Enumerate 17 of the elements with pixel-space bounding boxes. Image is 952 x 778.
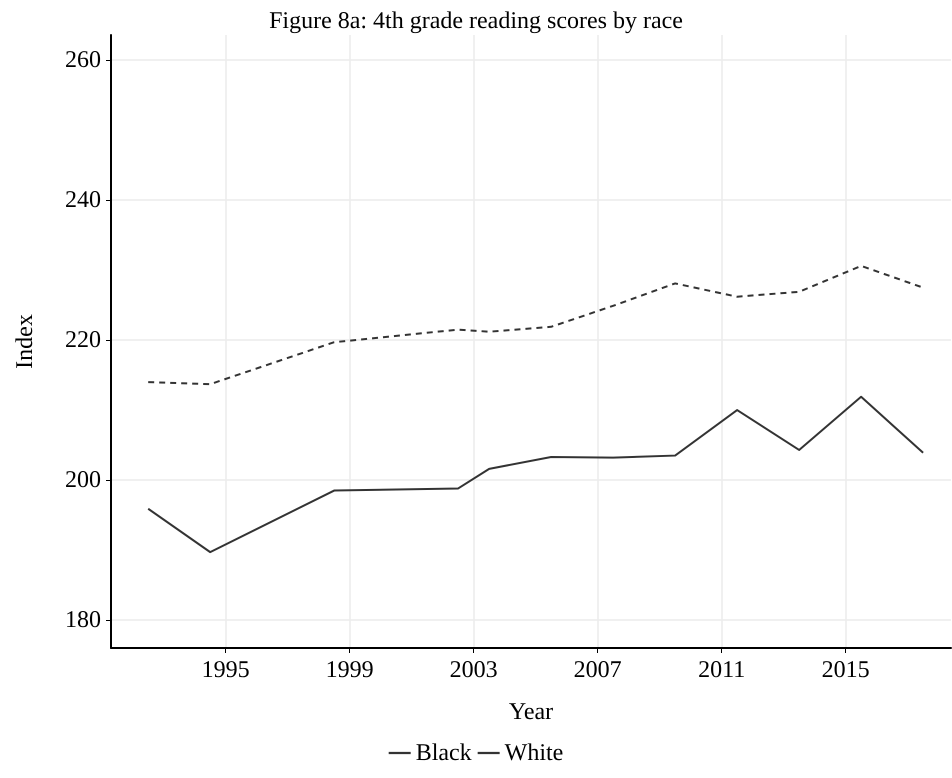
y-axis-title: Index bbox=[12, 314, 38, 369]
y-tick-label: 220 bbox=[65, 327, 101, 354]
x-tick-label: 1999 bbox=[326, 657, 374, 683]
line-series bbox=[147, 396, 924, 554]
x-tick-label: 1995 bbox=[202, 657, 250, 683]
y-tick-label: 200 bbox=[65, 467, 101, 494]
x-tick-label: 2015 bbox=[822, 657, 870, 683]
x-tick-label: 2007 bbox=[574, 657, 622, 683]
legend-label: White bbox=[504, 740, 564, 766]
x-tick-label: 2011 bbox=[698, 657, 746, 683]
y-tick-label: 240 bbox=[65, 187, 101, 214]
x-axis-title: Year bbox=[508, 699, 554, 725]
y-tick-label: 260 bbox=[65, 47, 101, 74]
chart-title: Figure 8a: 4th grade reading scores by race bbox=[269, 8, 683, 34]
x-tick-label: 2003 bbox=[450, 657, 498, 683]
legend-label: Black bbox=[416, 740, 472, 766]
y-tick-label: 180 bbox=[65, 607, 101, 634]
